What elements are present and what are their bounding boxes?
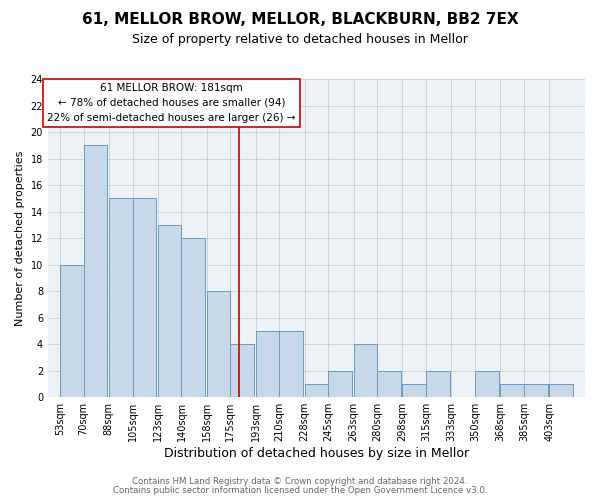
Bar [305, 384, 328, 397]
Bar [377, 370, 401, 397]
Text: 61 MELLOR BROW: 181sqm
← 78% of detached houses are smaller (94)
22% of semi-det: 61 MELLOR BROW: 181sqm ← 78% of detached… [47, 83, 296, 122]
Bar [133, 198, 157, 397]
X-axis label: Distribution of detached houses by size in Mellor: Distribution of detached houses by size … [164, 447, 469, 460]
Bar [403, 384, 426, 397]
Bar [426, 370, 450, 397]
Bar [524, 384, 548, 397]
Bar [256, 331, 280, 397]
Bar [109, 198, 133, 397]
Text: Size of property relative to detached houses in Mellor: Size of property relative to detached ho… [132, 32, 468, 46]
Text: Contains public sector information licensed under the Open Government Licence v3: Contains public sector information licen… [113, 486, 487, 495]
Bar [500, 384, 524, 397]
Bar [280, 331, 303, 397]
Bar [550, 384, 573, 397]
Bar [475, 370, 499, 397]
Bar [230, 344, 254, 397]
Bar [328, 370, 352, 397]
Bar [206, 291, 230, 397]
Bar [158, 225, 181, 397]
Text: 61, MELLOR BROW, MELLOR, BLACKBURN, BB2 7EX: 61, MELLOR BROW, MELLOR, BLACKBURN, BB2 … [82, 12, 518, 28]
Bar [60, 264, 83, 397]
Bar [353, 344, 377, 397]
Y-axis label: Number of detached properties: Number of detached properties [15, 150, 25, 326]
Bar [83, 146, 107, 397]
Bar [181, 238, 205, 397]
Text: Contains HM Land Registry data © Crown copyright and database right 2024.: Contains HM Land Registry data © Crown c… [132, 477, 468, 486]
